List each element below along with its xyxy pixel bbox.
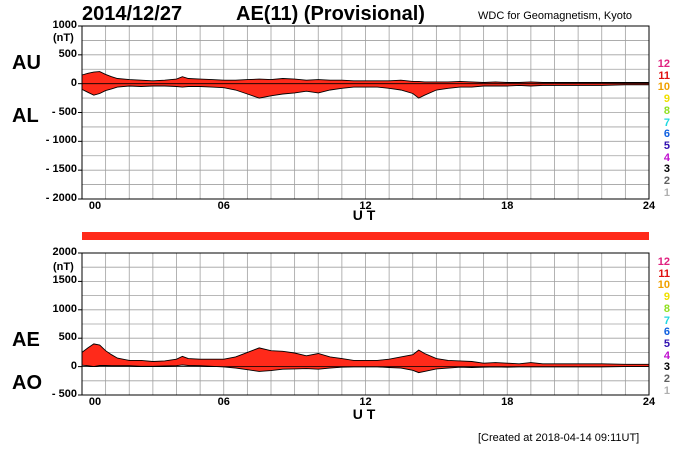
series-band-ae-ao	[82, 343, 649, 373]
au-label: AU	[12, 52, 41, 74]
x-tick-label: 18	[501, 396, 514, 408]
x-tick-label: 12	[359, 200, 372, 212]
y-tick-label: - 1000	[45, 134, 77, 147]
y-tick-label: 2000	[52, 246, 77, 258]
station-number: 2	[663, 373, 670, 385]
station-number: 1	[663, 384, 670, 397]
x-axis-title-top: U T	[352, 207, 376, 223]
x-tick-label: 06	[217, 396, 230, 408]
x-tick-label: 00	[88, 396, 102, 408]
separator-bar	[82, 232, 649, 240]
x-tick-label: 00	[88, 200, 102, 212]
y-tick-label: 1000	[52, 19, 77, 31]
station-number: 11	[658, 69, 670, 82]
ao-label: AO	[12, 372, 42, 394]
station-number: 6	[663, 326, 670, 339]
station-number: 7	[663, 314, 670, 327]
station-number: 10	[657, 279, 670, 292]
series-band-au-al	[82, 71, 649, 99]
station-number: 7	[663, 116, 670, 129]
y-tick-label: - 500	[51, 388, 77, 400]
station-number: 3	[663, 163, 670, 176]
x-tick-label: 12	[359, 396, 372, 408]
station-number: 8	[663, 302, 670, 315]
series-line-au	[81, 71, 649, 83]
x-tick-label: 18	[501, 200, 514, 212]
unit-label-top: (nT)	[53, 32, 74, 44]
y-tick-label: 0	[70, 359, 77, 372]
station-number: 9	[663, 93, 670, 106]
station-number: 5	[663, 337, 670, 350]
x-axis-title-bottom: U T	[352, 406, 376, 422]
created-timestamp: [Created at 2018-04-14 09:11UT]	[478, 432, 640, 444]
date-label: 2014/12/27	[82, 3, 183, 25]
station-number: 8	[663, 104, 670, 117]
ae-label: AE	[12, 329, 40, 351]
series-line-al	[81, 84, 649, 99]
plot-title: AE(11) (Provisional)	[236, 3, 425, 25]
station-number: 6	[663, 128, 670, 141]
y-tick-label: 500	[58, 331, 77, 344]
unit-label-bottom: (nT)	[53, 261, 74, 273]
station-number: 1	[663, 186, 670, 199]
station-number: 2	[663, 175, 670, 187]
station-number: 12	[657, 58, 670, 70]
station-number: 4	[663, 151, 670, 164]
y-tick-label: 500	[58, 47, 77, 60]
station-number: 12	[657, 256, 670, 268]
x-tick-label: 06	[217, 200, 230, 212]
station-number: 4	[663, 349, 670, 362]
y-tick-label: - 2000	[45, 192, 77, 204]
station-number: 5	[663, 139, 670, 152]
y-tick-label: - 1500	[45, 163, 77, 176]
x-tick-label: 24	[642, 200, 656, 212]
data-source-label: WDC for Geomagnetism, Kyoto	[478, 10, 633, 22]
station-number: 9	[663, 291, 670, 304]
x-tick-label: 24	[642, 396, 656, 408]
y-tick-label: 1000	[52, 302, 77, 315]
y-tick-label: 1500	[52, 274, 77, 287]
station-number: 11	[658, 267, 670, 280]
al-label: AL	[12, 105, 39, 127]
station-number: 3	[663, 361, 670, 374]
y-tick-label: 0	[70, 76, 77, 89]
plot-frame	[81, 252, 650, 396]
series-line-ae	[81, 343, 649, 365]
station-number: 10	[657, 81, 670, 94]
y-tick-label: - 500	[51, 105, 77, 118]
